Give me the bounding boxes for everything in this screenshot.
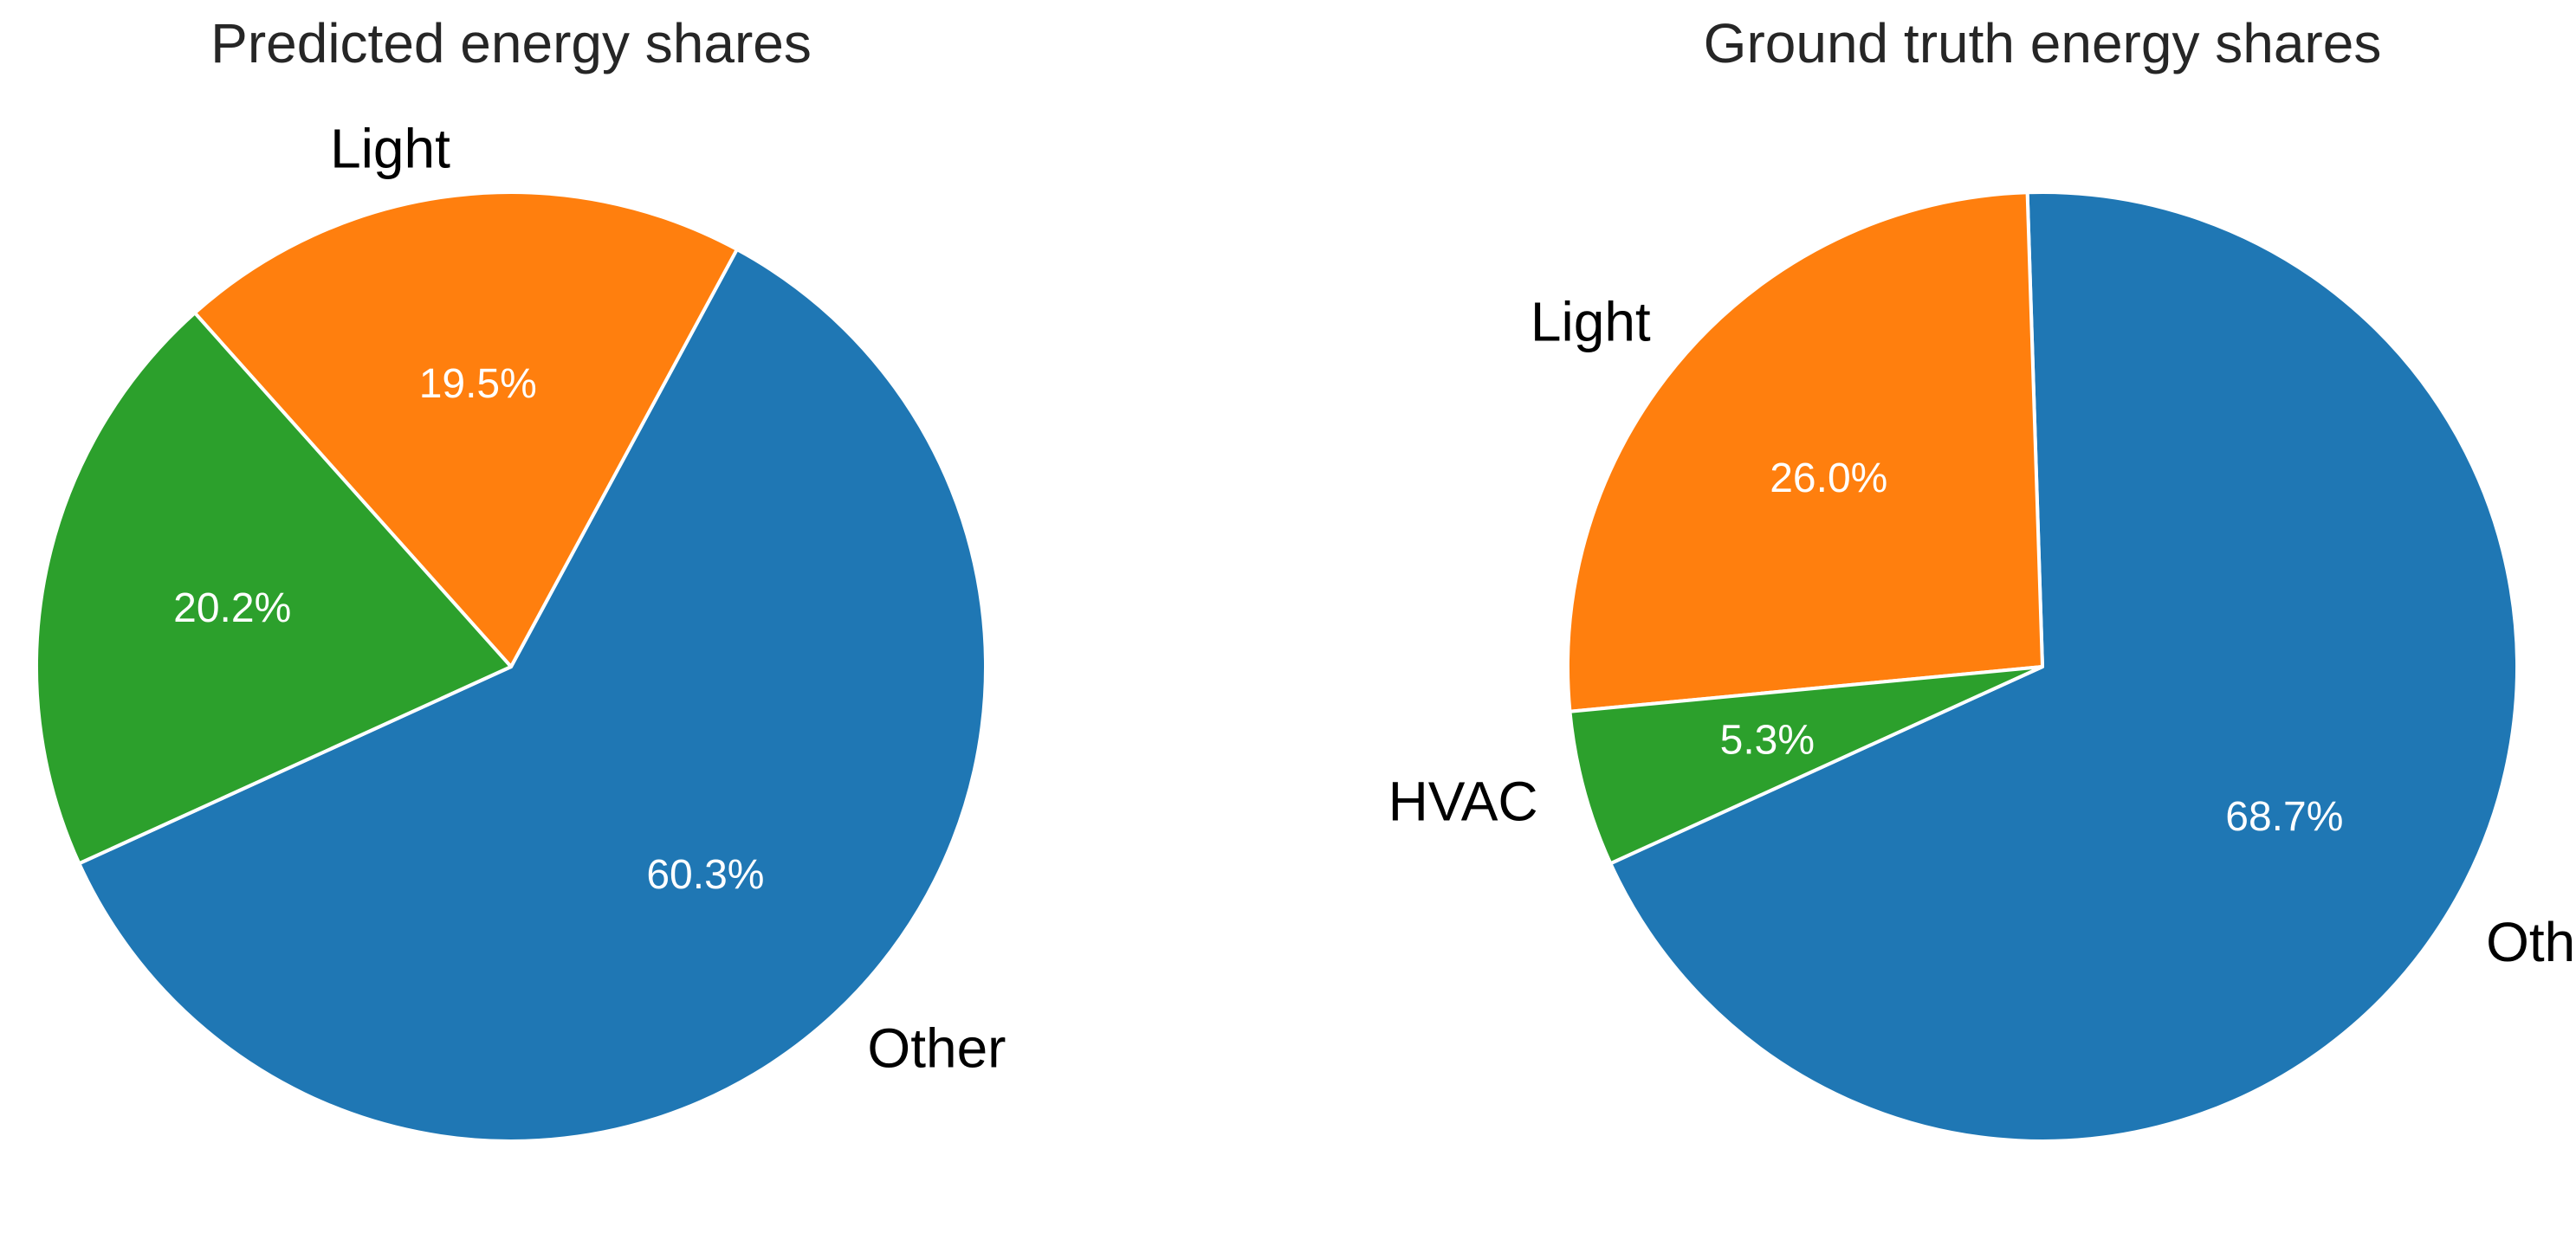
ground-truth-category-label-hvac: HVAC: [1388, 771, 1538, 833]
ground-truth-pct-label-hvac: 5.3%: [1720, 717, 1815, 763]
ground-truth-category-label-light: Light: [1531, 291, 1651, 353]
predicted-category-label-other: Other: [867, 1017, 1006, 1080]
predicted-pie-chart: Predicted energy shares 60.3% Other 19.5% L…: [0, 12, 1006, 1143]
predicted-slice-other: [77, 248, 987, 1143]
ground-truth-slice-hvac: [1568, 665, 2044, 866]
predicted-pct-label-other: 60.3%: [646, 852, 764, 898]
ground-truth-pie-slices: [1566, 190, 2519, 1143]
ground-truth-pct-label-other: 68.7%: [2225, 794, 2343, 840]
ground-truth-pct-label-light: 26.0%: [1770, 455, 1887, 501]
predicted-chart-title: Predicted energy shares: [210, 12, 812, 74]
ground-truth-slice-light: [1566, 190, 2044, 713]
predicted-slice-light: [192, 190, 739, 668]
predicted-pct-label-light: 19.5%: [419, 361, 537, 407]
ground-truth-category-label-other: Other: [2486, 911, 2576, 973]
ground-truth-chart-title: Ground truth energy shares: [1704, 12, 2382, 74]
predicted-slice-hvac: [35, 311, 513, 866]
ground-truth-pie-chart: Ground truth energy shares 68.7% Other 26.…: [1388, 12, 2576, 1143]
ground-truth-pie-labels: 68.7% Other 26.0% Light 5.3% HVAC: [1388, 291, 2576, 973]
ground-truth-slice-other: [1608, 190, 2519, 1143]
predicted-category-label-light: Light: [330, 117, 450, 179]
predicted-pie-slices: [35, 190, 987, 1143]
predicted-pct-label-hvac: 20.2%: [173, 585, 291, 631]
